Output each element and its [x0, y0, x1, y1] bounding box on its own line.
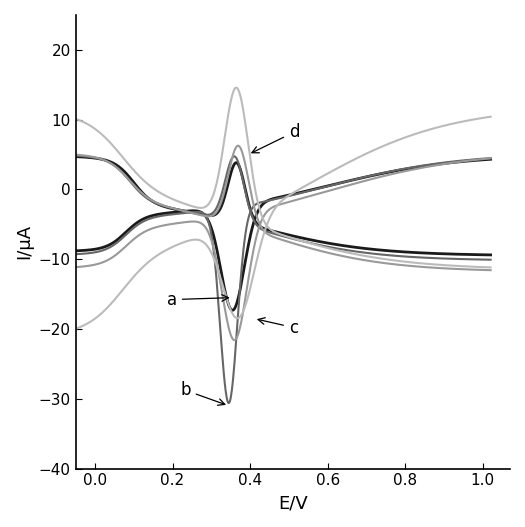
Text: d: d: [252, 123, 299, 153]
Text: c: c: [258, 318, 298, 337]
X-axis label: E/V: E/V: [278, 494, 308, 512]
Text: b: b: [180, 382, 225, 405]
Text: a: a: [167, 290, 228, 309]
Y-axis label: I/μA: I/μA: [15, 224, 33, 259]
